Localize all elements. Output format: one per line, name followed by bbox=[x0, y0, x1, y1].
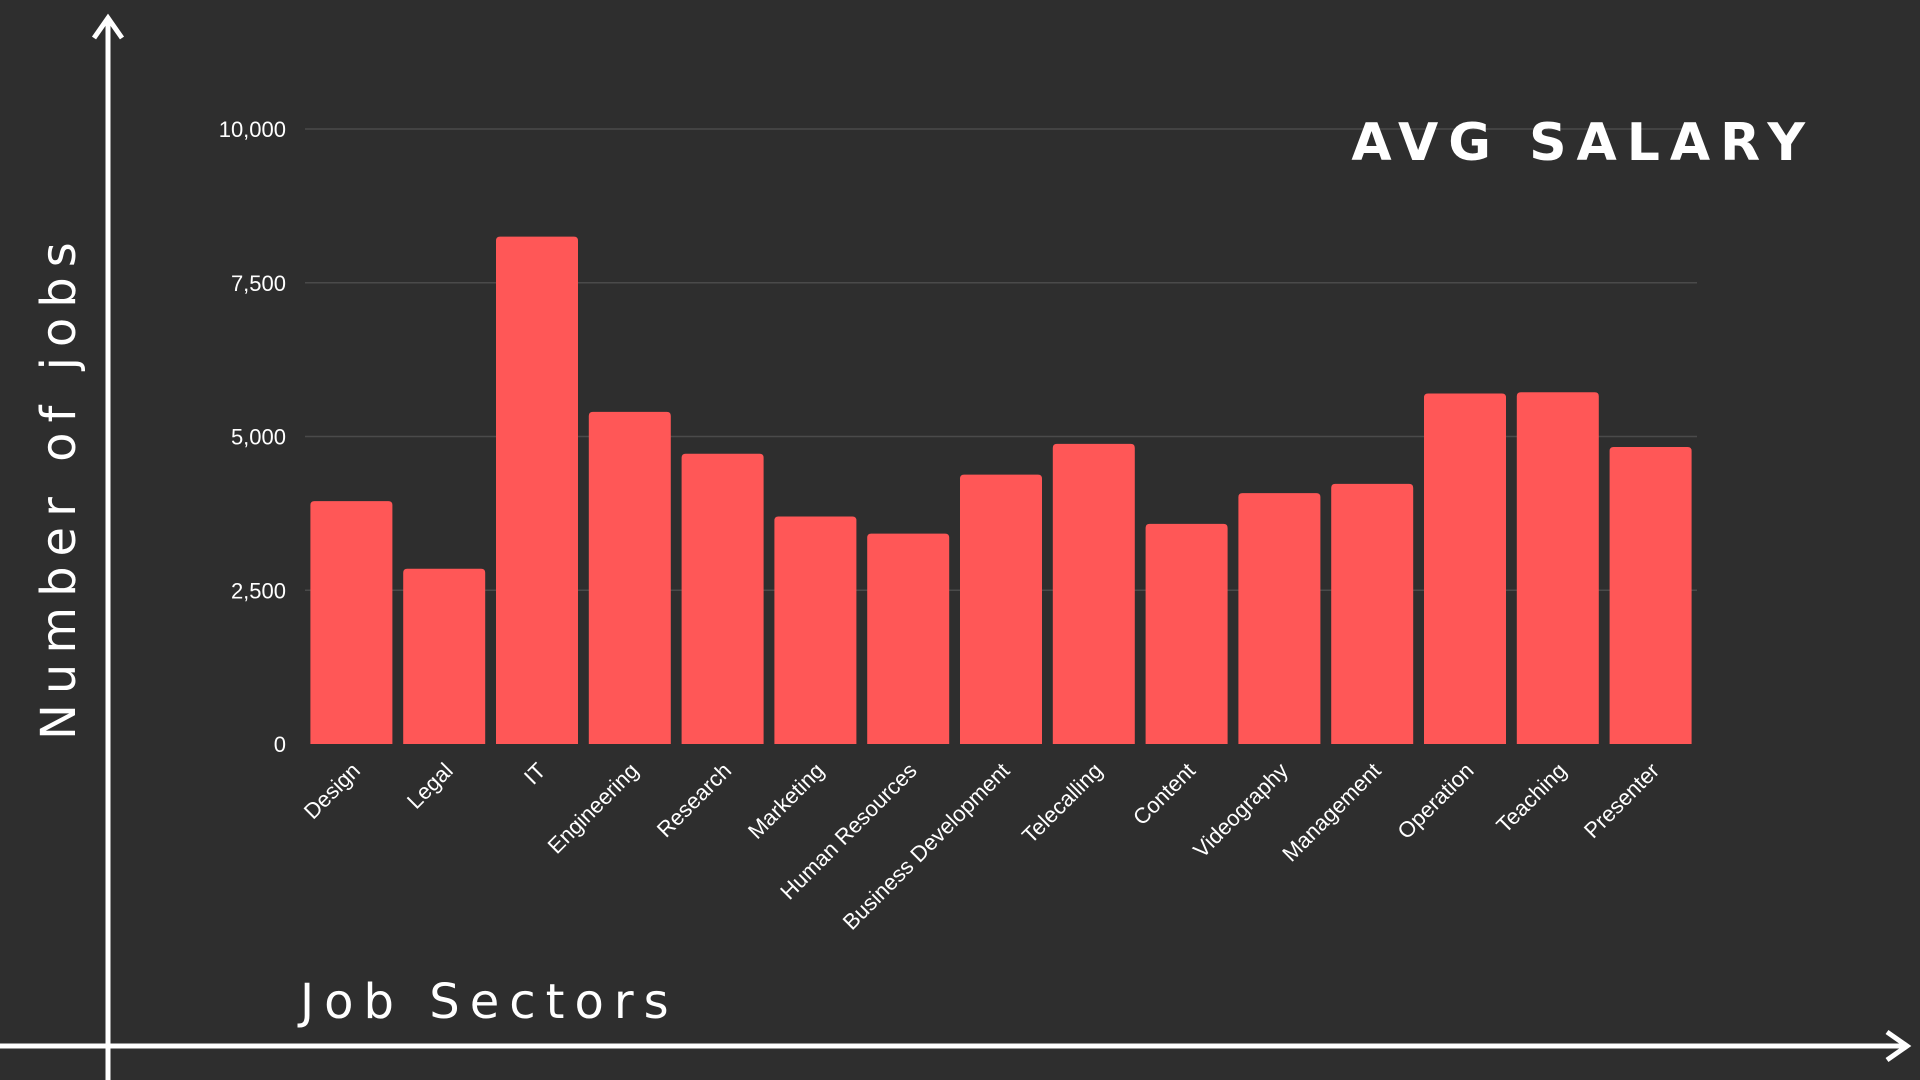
x-tick-label: Videography bbox=[1188, 758, 1293, 863]
x-tick-label: Operation bbox=[1393, 758, 1479, 844]
right-arrow-icon bbox=[1885, 1029, 1912, 1063]
bar-marketing bbox=[774, 516, 857, 744]
x-tick-label: Teaching bbox=[1491, 758, 1571, 838]
x-tick-label: IT bbox=[519, 758, 551, 790]
x-tick-label: Content bbox=[1128, 758, 1200, 830]
bar-videography bbox=[1238, 493, 1321, 744]
bar-engineering bbox=[588, 411, 671, 744]
x-axis-title: Job Sectors bbox=[297, 974, 679, 1030]
bar-teaching bbox=[1516, 392, 1599, 744]
bar-design bbox=[310, 501, 393, 744]
up-arrow-icon bbox=[91, 13, 125, 40]
x-tick-label: Marketing bbox=[743, 758, 829, 844]
x-tick-label: Engineering bbox=[543, 758, 644, 859]
y-tick-label: 5,000 bbox=[231, 425, 286, 450]
y-axis-title: Number of jobs bbox=[31, 232, 87, 740]
bar-business-development bbox=[960, 474, 1042, 744]
chart-title: AVG SALARY bbox=[1351, 113, 1815, 173]
bar-human-resources bbox=[867, 533, 950, 744]
y-tick-label: 7,500 bbox=[231, 271, 286, 296]
x-tick-label: Business Development bbox=[838, 758, 1015, 935]
x-tick-label: Legal bbox=[402, 758, 458, 814]
bar-management bbox=[1331, 483, 1414, 744]
y-tick-labels: 0 2,500 5,000 7,500 10,000 bbox=[219, 117, 286, 757]
y-tick-label: 2,500 bbox=[231, 578, 286, 603]
bar-operation bbox=[1424, 393, 1506, 744]
bar-telecalling bbox=[1052, 443, 1135, 744]
y-tick-label: 10,000 bbox=[219, 117, 286, 142]
bar-legal bbox=[403, 568, 486, 744]
bar-research bbox=[681, 453, 764, 744]
y-tick-label: 0 bbox=[274, 732, 286, 757]
x-tick-label: Telecalling bbox=[1017, 758, 1107, 848]
bars bbox=[310, 236, 1692, 744]
bar-content bbox=[1145, 523, 1228, 744]
x-tick-label: Design bbox=[299, 758, 365, 824]
bar-it bbox=[496, 236, 578, 744]
outer-axes bbox=[0, 13, 1912, 1080]
x-tick-label: Research bbox=[652, 758, 736, 842]
x-tick-label: Presenter bbox=[1579, 758, 1664, 843]
bar-presenter bbox=[1609, 446, 1692, 744]
x-tick-label: Management bbox=[1277, 758, 1385, 866]
